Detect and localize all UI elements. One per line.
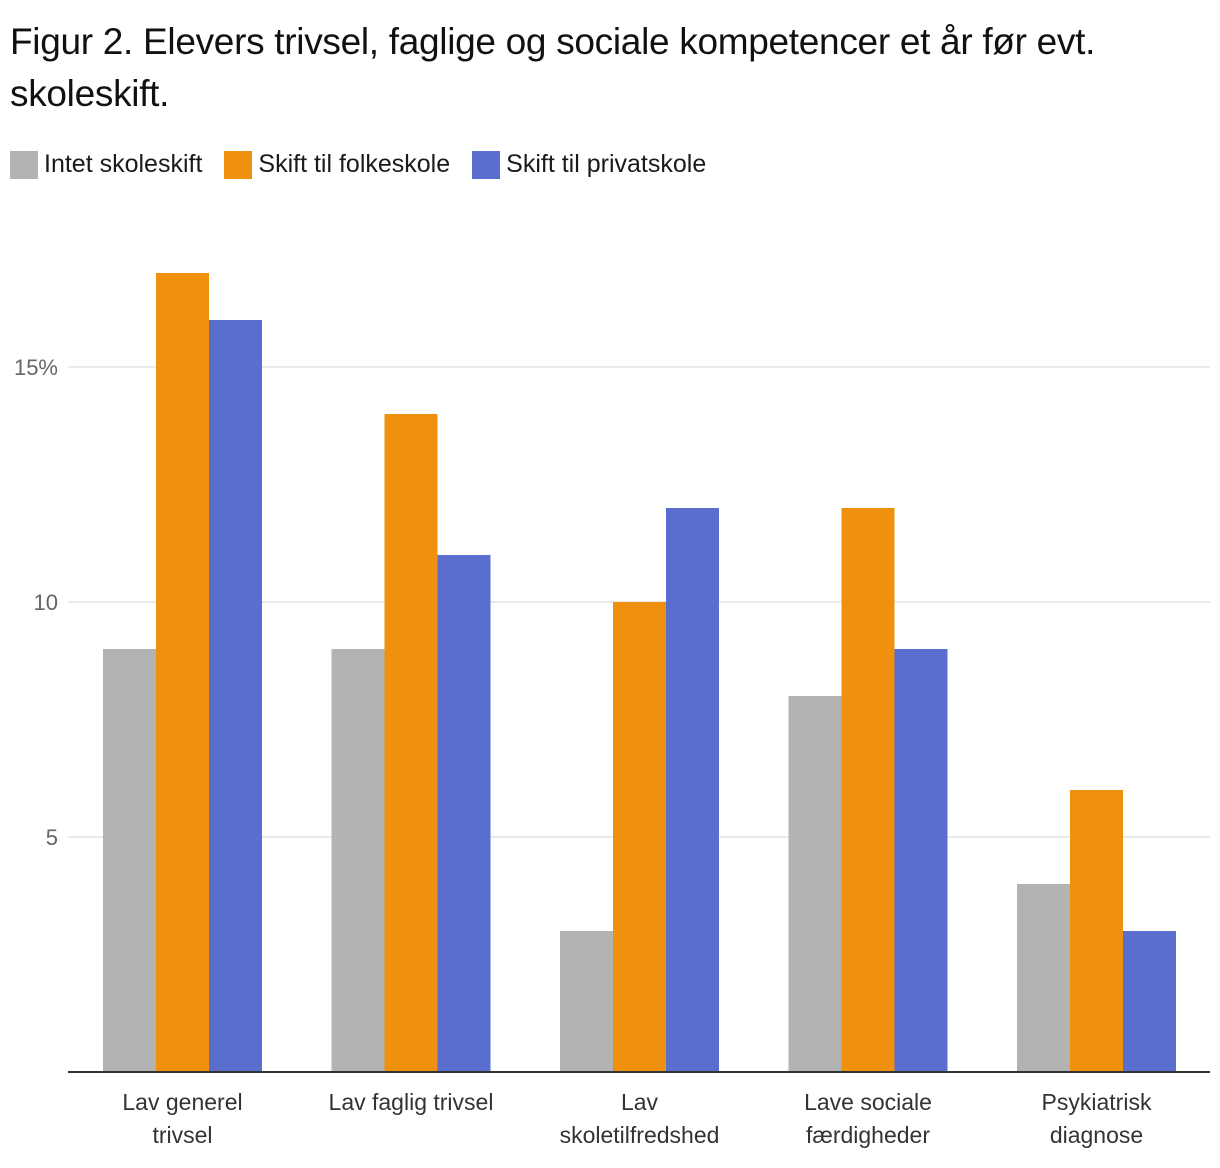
legend: Intet skoleskift Skift til folkeskole Sk… bbox=[10, 150, 728, 179]
legend-item-skift-til-folkeskole: Skift til folkeskole bbox=[224, 150, 450, 179]
legend-label-skift-til-folkeskole: Skift til folkeskole bbox=[258, 150, 451, 178]
legend-item-skift-til-privatskole: Skift til privatskole bbox=[472, 150, 706, 179]
legend-label-intet-skoleskift: Intet skoleskift bbox=[44, 150, 203, 178]
x-category-label-line: skoletilfredshed bbox=[560, 1122, 720, 1148]
y-tick-label-5: 5 bbox=[46, 825, 58, 850]
x-category-label-lav-skoletilfredshed: Lav skoletilfredshed bbox=[560, 1089, 720, 1148]
chart-title: Figur 2. Elevers trivsel, faglige og soc… bbox=[10, 21, 1096, 114]
bar-layer bbox=[103, 273, 1176, 1072]
bar-psykiatrisk-diagnose-skift-til-folkeskole bbox=[1070, 790, 1123, 1072]
x-category-label-lav-generel-trivsel: Lav generel trivsel bbox=[122, 1089, 242, 1148]
bar-lav-generel-trivsel-skift-til-folkeskole bbox=[156, 273, 209, 1072]
x-category-label-line: Lav generel bbox=[122, 1089, 242, 1115]
y-tick-label-10: 10 bbox=[34, 590, 58, 615]
bar-lav-faglig-trivsel-skift-til-privatskole bbox=[437, 555, 491, 1072]
x-category-label-lave-sociale-faerdigheder: Lave sociale færdigheder bbox=[804, 1089, 932, 1148]
bar-lav-generel-trivsel-skift-til-privatskole bbox=[209, 320, 262, 1072]
x-category-label-line: trivsel bbox=[152, 1122, 212, 1148]
x-category-label-line: Lav faglig trivsel bbox=[329, 1089, 494, 1115]
bar-lav-faglig-trivsel-intet-skoleskift bbox=[331, 649, 385, 1072]
x-category-label-line: Psykiatrisk bbox=[1042, 1089, 1152, 1115]
bar-psykiatrisk-diagnose-skift-til-privatskole bbox=[1123, 931, 1176, 1072]
x-category-label-line: diagnose bbox=[1050, 1122, 1143, 1148]
legend-swatch-skift-til-privatskole bbox=[472, 150, 501, 179]
x-category-label-psykiatrisk-diagnose: Psykiatrisk diagnose bbox=[1042, 1089, 1152, 1148]
x-category-label-line: Lav bbox=[621, 1089, 659, 1115]
bar-lav-skoletilfredshed-skift-til-folkeskole bbox=[613, 602, 666, 1072]
y-tick-label-15: 15% bbox=[14, 355, 58, 380]
bar-lav-faglig-trivsel-skift-til-folkeskole bbox=[384, 414, 438, 1072]
x-category-label-lav-faglig-trivsel: Lav faglig trivsel bbox=[329, 1089, 494, 1115]
bar-lave-sociale-faerdigheder-skift-til-folkeskole bbox=[841, 508, 895, 1072]
x-category-label-line: Lave sociale bbox=[804, 1089, 932, 1115]
bar-psykiatrisk-diagnose-intet-skoleskift bbox=[1017, 884, 1070, 1072]
bar-lav-skoletilfredshed-skift-til-privatskole bbox=[666, 508, 719, 1072]
bar-lave-sociale-faerdigheder-skift-til-privatskole bbox=[894, 649, 948, 1072]
x-category-label-line: færdigheder bbox=[806, 1122, 930, 1148]
legend-item-intet-skoleskift: Intet skoleskift bbox=[10, 150, 202, 179]
bar-lav-generel-trivsel-intet-skoleskift bbox=[103, 649, 156, 1072]
axis-layer: 5 10 15% Lav generel trivsel Lav faglig trivs… bbox=[14, 355, 1210, 1148]
legend-label-skift-til-privatskole: Skift til privatskole bbox=[506, 150, 707, 178]
bar-lav-skoletilfredshed-intet-skoleskift bbox=[560, 931, 613, 1072]
legend-swatch-skift-til-folkeskole bbox=[224, 150, 253, 179]
legend-swatch-intet-skoleskift bbox=[10, 150, 38, 179]
bar-lave-sociale-faerdigheder-intet-skoleskift bbox=[788, 696, 842, 1072]
